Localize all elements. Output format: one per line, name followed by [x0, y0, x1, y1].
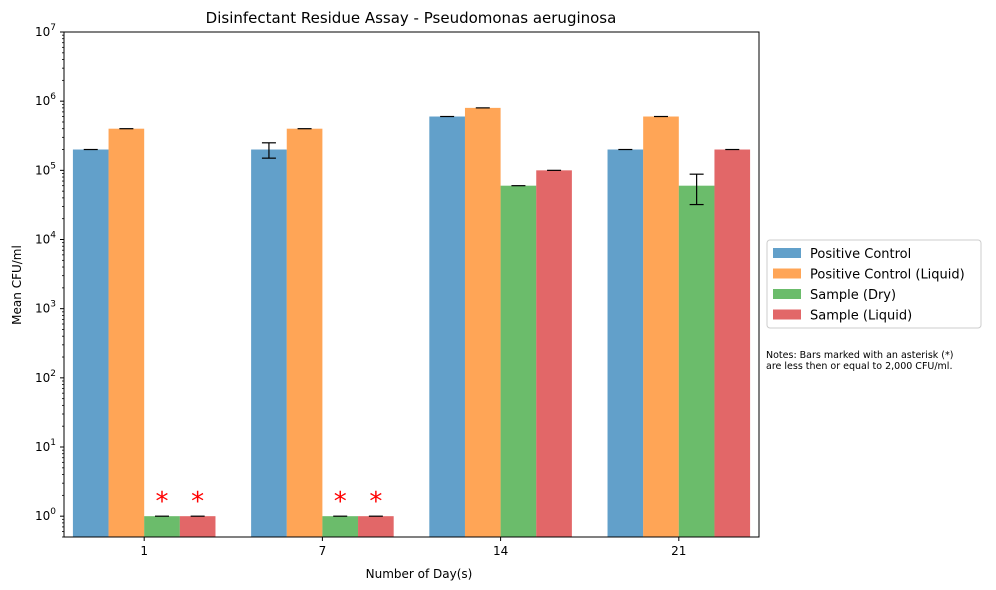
- legend: Positive Control Positive Control (Liquid…: [766, 239, 982, 329]
- bar-positive-control-day-14: [429, 116, 465, 537]
- bar-positive-control-liquid--day-21: [643, 116, 679, 537]
- legend-swatch: [773, 289, 801, 299]
- legend-frame: [766, 239, 982, 329]
- y-tick-label: 107: [35, 23, 56, 39]
- error-bar: [689, 173, 704, 206]
- bar-sample-dry--day-21: [678, 185, 715, 537]
- y-tick-label: 105: [35, 161, 56, 177]
- legend-entry: Sample (Liquid): [810, 309, 912, 324]
- legend-entry: Sample (Dry): [810, 288, 896, 303]
- asterisk-marker: *: [369, 487, 382, 517]
- note-line: are less then or equal to 2,000 CFU/ml.: [766, 361, 952, 372]
- y-axis-label: Mean CFU/ml: [10, 245, 24, 325]
- asterisk-marker: *: [156, 487, 169, 517]
- bar-sample-dry--day-1: [144, 516, 180, 537]
- legend-entry: Positive Control (Liquid): [810, 268, 965, 283]
- axes: 1 7 14 21 100 101 102 103 104 105 106 107: [35, 23, 686, 558]
- bar-sample-dry--day-7: [322, 516, 359, 537]
- bar-positive-control-liquid--day-7: [286, 128, 323, 537]
- bar-sample-dry--day-14: [500, 185, 537, 537]
- x-axis-label: Number of Day(s): [366, 567, 473, 581]
- legend-swatch: [773, 248, 801, 258]
- legend-entry: Positive Control: [810, 247, 911, 262]
- y-tick-label: 103: [35, 300, 56, 316]
- y-tick-label: 106: [35, 92, 56, 108]
- y-tick-label: 102: [35, 369, 56, 385]
- y-tick-label: 100: [35, 507, 56, 523]
- note-line: Notes: Bars marked with an asterisk (*): [766, 350, 953, 361]
- legend-swatch: [773, 309, 801, 320]
- bar-sample-liquid--day-21: [714, 149, 751, 538]
- asterisk-marker: *: [191, 487, 204, 517]
- bar-sample-liquid--day-7: [358, 516, 394, 537]
- asterisk-marker: *: [334, 487, 347, 517]
- bar-positive-control-liquid--day-1: [108, 128, 145, 537]
- axes-frame: [63, 31, 760, 538]
- bar-positive-control-day-7: [251, 149, 287, 538]
- x-tick-label: 14: [493, 544, 508, 558]
- y-tick-label: 101: [35, 438, 56, 454]
- error-bar: [261, 142, 276, 159]
- notes: Notes: Bars marked with an asterisk (*)a…: [766, 350, 953, 372]
- x-tick-label: 1: [140, 544, 148, 558]
- y-tick-label: 104: [35, 231, 56, 247]
- bar-sample-liquid--day-14: [536, 170, 572, 537]
- plot-area: * * * *: [72, 107, 751, 538]
- legend-swatch: [773, 268, 801, 279]
- bar-positive-control-day-21: [607, 149, 644, 538]
- bar-positive-control-liquid--day-14: [464, 107, 501, 537]
- chart-title: Disinfectant Residue Assay - Pseudomonas…: [206, 9, 617, 27]
- bar-sample-liquid--day-1: [179, 516, 216, 537]
- x-tick-label: 7: [319, 544, 327, 558]
- bar-positive-control-day-1: [72, 149, 109, 538]
- x-tick-label: 21: [671, 544, 686, 558]
